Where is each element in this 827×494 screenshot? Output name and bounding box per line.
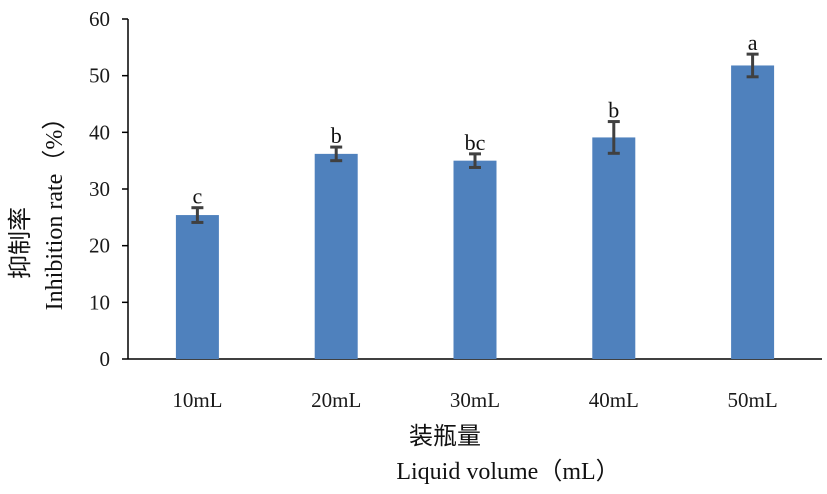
significance-labels: c b bc b a bbox=[193, 30, 758, 209]
x-tick-label: 20mL bbox=[311, 388, 361, 412]
bar bbox=[731, 65, 775, 359]
x-axis: 10mL 20mL 30mL 40mL 50mL bbox=[128, 358, 822, 412]
y-tick-label: 60 bbox=[89, 7, 110, 31]
significance-label: b bbox=[608, 98, 619, 123]
significance-label: c bbox=[193, 184, 203, 209]
y-tick-label: 40 bbox=[89, 120, 110, 144]
x-tick-label: 50mL bbox=[728, 388, 778, 412]
y-axis-title: Inhibition rate（%） bbox=[42, 106, 68, 311]
bar bbox=[314, 153, 358, 359]
y-tick-label: 30 bbox=[89, 177, 110, 201]
y-tick-label: 0 bbox=[100, 347, 111, 371]
y-axis-title-cn: 抑制率 bbox=[7, 207, 34, 279]
x-tick-label: 10mL bbox=[172, 388, 222, 412]
significance-label: bc bbox=[465, 130, 486, 155]
y-axis: 0 10 20 30 40 50 60 bbox=[89, 7, 129, 371]
x-axis-title-cn: 装瓶量 bbox=[409, 423, 481, 450]
x-tick-label: 40mL bbox=[589, 388, 639, 412]
bar bbox=[175, 215, 219, 359]
significance-label: b bbox=[331, 123, 342, 148]
bar bbox=[592, 137, 636, 359]
y-tick-label: 20 bbox=[89, 234, 110, 258]
x-tick-label: 30mL bbox=[450, 388, 500, 412]
bars bbox=[175, 65, 775, 359]
x-axis-title: Liquid volume（mL） bbox=[396, 459, 619, 485]
bar bbox=[453, 160, 497, 359]
y-tick-label: 50 bbox=[89, 64, 110, 88]
error-bars bbox=[191, 52, 759, 224]
significance-label: a bbox=[748, 30, 758, 55]
y-tick-label: 10 bbox=[89, 290, 110, 314]
